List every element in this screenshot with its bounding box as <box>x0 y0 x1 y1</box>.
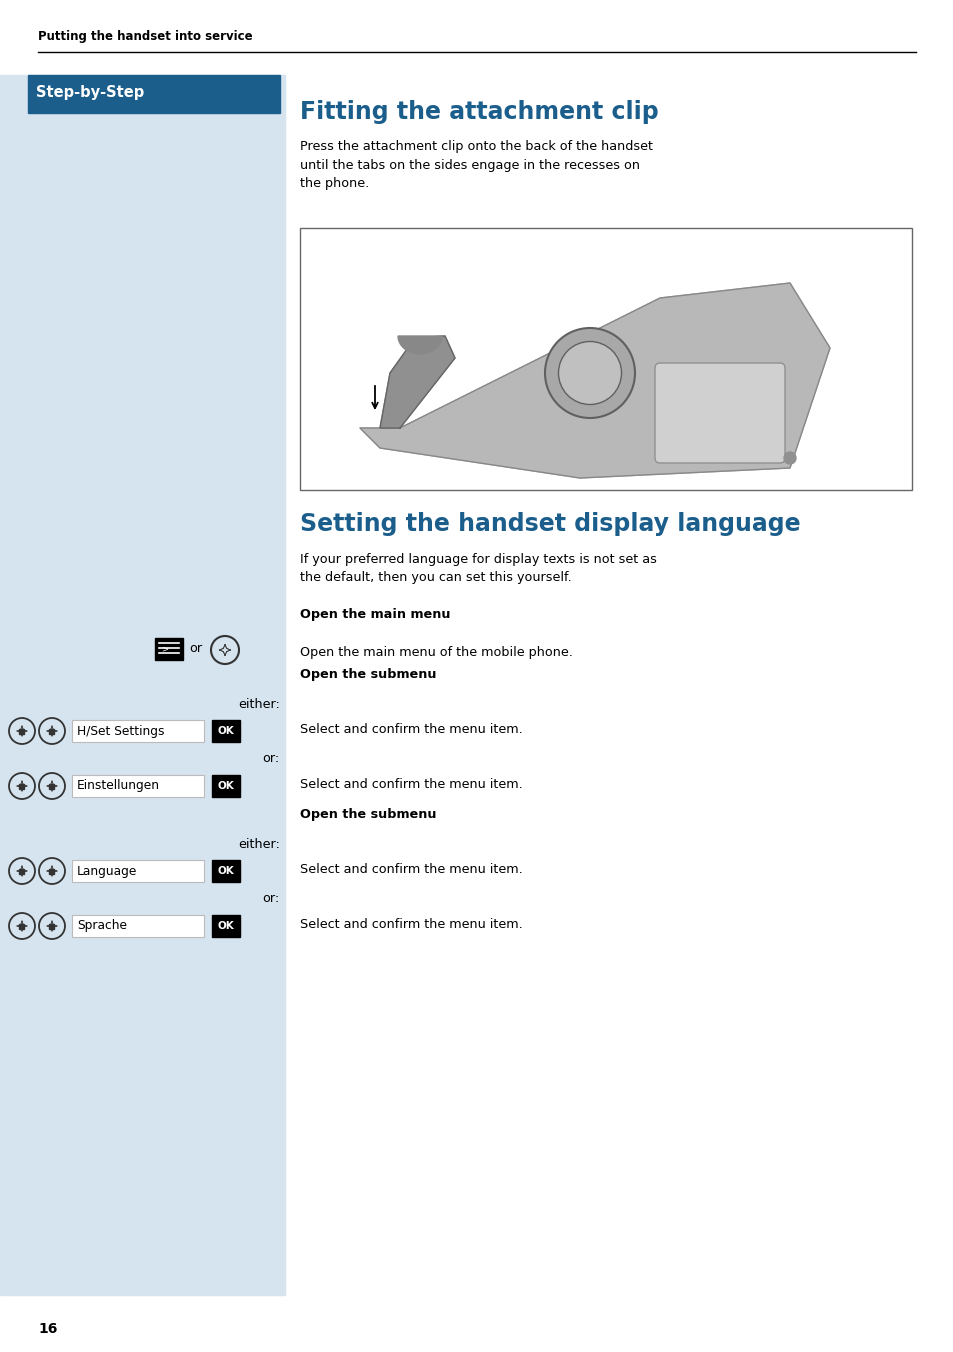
Text: OK: OK <box>217 867 234 876</box>
Text: either:: either: <box>238 838 280 850</box>
Text: Press the attachment clip onto the back of the handset
until the tabs on the sid: Press the attachment clip onto the back … <box>299 141 652 191</box>
Bar <box>19 784 25 788</box>
Polygon shape <box>397 337 441 354</box>
Text: Fitting the attachment clip: Fitting the attachment clip <box>299 100 659 124</box>
Text: Putting the handset into service: Putting the handset into service <box>38 30 253 43</box>
Bar <box>71 915 204 937</box>
Bar <box>71 860 204 882</box>
Text: >: > <box>161 645 168 653</box>
Bar <box>0 74 285 1295</box>
Text: Einstellungen: Einstellungen <box>77 780 160 792</box>
Text: Select and confirm the menu item.: Select and confirm the menu item. <box>299 777 522 791</box>
Text: H/Set Settings: H/Set Settings <box>77 725 164 737</box>
Bar <box>154 638 183 660</box>
Ellipse shape <box>558 342 620 404</box>
Text: Language: Language <box>77 864 137 877</box>
Text: Sprache: Sprache <box>77 919 127 933</box>
Text: either:: either: <box>238 698 280 711</box>
Polygon shape <box>359 283 829 479</box>
Bar <box>71 721 204 742</box>
Bar <box>50 784 54 788</box>
Bar <box>50 923 54 929</box>
Text: Select and confirm the menu item.: Select and confirm the menu item. <box>299 863 522 876</box>
Text: OK: OK <box>217 921 234 932</box>
Bar <box>212 860 240 882</box>
Bar <box>71 775 204 796</box>
Text: If your preferred language for display texts is not set as
the default, then you: If your preferred language for display t… <box>299 553 657 584</box>
Bar <box>50 868 54 873</box>
Text: Open the main menu: Open the main menu <box>299 608 450 621</box>
Bar <box>19 729 25 734</box>
Text: 16: 16 <box>38 1322 57 1336</box>
Text: or: or <box>189 641 202 654</box>
Text: Setting the handset display language: Setting the handset display language <box>299 512 800 535</box>
Polygon shape <box>379 337 455 429</box>
Bar <box>212 721 240 742</box>
Text: Select and confirm the menu item.: Select and confirm the menu item. <box>299 723 522 735</box>
Ellipse shape <box>544 329 635 418</box>
Text: OK: OK <box>217 781 234 791</box>
Bar <box>50 729 54 734</box>
Bar <box>28 74 280 114</box>
Text: Select and confirm the menu item.: Select and confirm the menu item. <box>299 918 522 932</box>
Text: Open the main menu of the mobile phone.: Open the main menu of the mobile phone. <box>299 646 572 658</box>
FancyBboxPatch shape <box>655 362 784 462</box>
Text: or:: or: <box>262 752 280 765</box>
Bar <box>212 915 240 937</box>
Bar <box>19 923 25 929</box>
Text: OK: OK <box>217 726 234 735</box>
Bar <box>299 228 911 489</box>
Ellipse shape <box>783 452 795 464</box>
Text: Open the submenu: Open the submenu <box>299 668 436 681</box>
Text: Step-by-Step: Step-by-Step <box>36 85 144 100</box>
Bar <box>212 775 240 796</box>
Bar <box>19 868 25 873</box>
Text: or:: or: <box>262 892 280 904</box>
Text: Open the submenu: Open the submenu <box>299 808 436 821</box>
